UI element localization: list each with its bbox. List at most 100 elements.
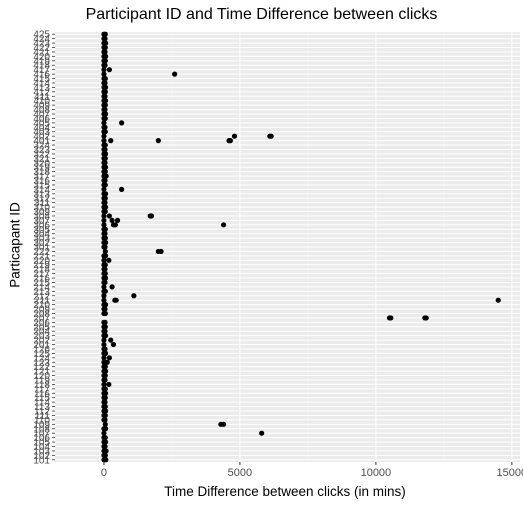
data-point xyxy=(103,205,108,210)
y-axis-label: Particapant ID xyxy=(8,202,23,288)
data-point xyxy=(102,320,107,325)
data-point xyxy=(103,457,108,462)
data-point xyxy=(103,103,108,108)
data-point xyxy=(101,431,106,436)
data-point xyxy=(103,408,108,413)
data-point xyxy=(158,249,163,254)
data-point xyxy=(103,275,108,280)
data-point xyxy=(103,364,108,369)
data-point xyxy=(103,45,108,50)
x-axis-ticks: 0 5000 10000 15000 xyxy=(101,462,523,479)
data-point xyxy=(101,72,106,77)
data-point xyxy=(103,227,108,232)
data-point xyxy=(388,315,393,320)
data-point xyxy=(232,134,237,139)
data-point xyxy=(102,36,107,41)
x-axis-label: Time Difference between clicks (in mins) xyxy=(0,484,523,499)
data-point xyxy=(102,377,107,382)
data-point xyxy=(103,111,108,116)
data-point xyxy=(119,187,124,192)
data-point xyxy=(103,351,108,356)
data-point xyxy=(103,289,108,294)
data-point xyxy=(103,151,108,156)
data-point xyxy=(101,382,106,387)
data-point xyxy=(102,63,107,68)
data-point xyxy=(102,200,107,205)
data-point xyxy=(104,448,109,453)
y-tick-label: 425 xyxy=(33,30,50,41)
data-point xyxy=(107,67,112,72)
data-point xyxy=(103,209,108,214)
data-point xyxy=(103,439,108,444)
data-point xyxy=(101,258,106,263)
data-point xyxy=(105,360,110,365)
data-point xyxy=(102,280,107,285)
data-point xyxy=(102,231,107,236)
data-point xyxy=(103,116,108,121)
data-point xyxy=(102,80,107,85)
data-point xyxy=(110,284,115,289)
data-point xyxy=(108,138,113,143)
data-point xyxy=(156,138,161,143)
data-point xyxy=(114,298,119,303)
data-point xyxy=(102,267,107,272)
data-point xyxy=(101,298,106,303)
data-point xyxy=(103,435,108,440)
data-point xyxy=(103,262,108,267)
x-tick-label: 10000 xyxy=(361,467,392,479)
data-point xyxy=(103,426,108,431)
data-point xyxy=(496,298,501,303)
data-point xyxy=(103,76,108,81)
data-point xyxy=(221,422,226,427)
data-point xyxy=(103,369,108,374)
data-point xyxy=(102,400,107,405)
data-point xyxy=(102,49,107,54)
data-point xyxy=(108,337,113,342)
data-point xyxy=(149,213,154,218)
data-point xyxy=(107,213,112,218)
data-point xyxy=(103,404,108,409)
data-point xyxy=(103,85,108,90)
data-point xyxy=(102,306,107,311)
data-point xyxy=(101,218,106,223)
data-point xyxy=(102,417,107,422)
data-point xyxy=(103,165,108,170)
y-axis-ticks: 1011021031041051061071081091101111121131… xyxy=(33,30,55,467)
data-point xyxy=(103,333,108,338)
data-point xyxy=(111,342,116,347)
data-point xyxy=(101,337,106,342)
data-point xyxy=(119,120,124,125)
data-point xyxy=(103,386,108,391)
data-point xyxy=(101,284,106,289)
data-point xyxy=(103,413,108,418)
data-point xyxy=(103,191,108,196)
data-point xyxy=(103,40,108,45)
data-point xyxy=(101,293,106,298)
data-point xyxy=(103,54,108,59)
data-point xyxy=(113,222,118,227)
data-point xyxy=(106,382,111,387)
data-point xyxy=(103,253,108,258)
data-point xyxy=(106,258,111,263)
data-point xyxy=(103,142,108,147)
data-point xyxy=(115,218,120,223)
data-point xyxy=(221,222,226,227)
data-point xyxy=(102,147,107,152)
data-point xyxy=(228,138,233,143)
data-point xyxy=(101,138,106,143)
data-point xyxy=(101,187,106,192)
data-point xyxy=(269,134,274,139)
data-point xyxy=(104,173,109,178)
data-point xyxy=(103,236,108,241)
data-point xyxy=(103,453,108,458)
data-point xyxy=(103,249,108,254)
data-point xyxy=(102,125,107,130)
data-point xyxy=(103,422,108,427)
data-point xyxy=(110,218,115,223)
data-point xyxy=(103,240,108,245)
data-point xyxy=(103,169,108,174)
data-point xyxy=(102,107,107,112)
data-point xyxy=(101,213,106,218)
data-point xyxy=(102,244,107,249)
